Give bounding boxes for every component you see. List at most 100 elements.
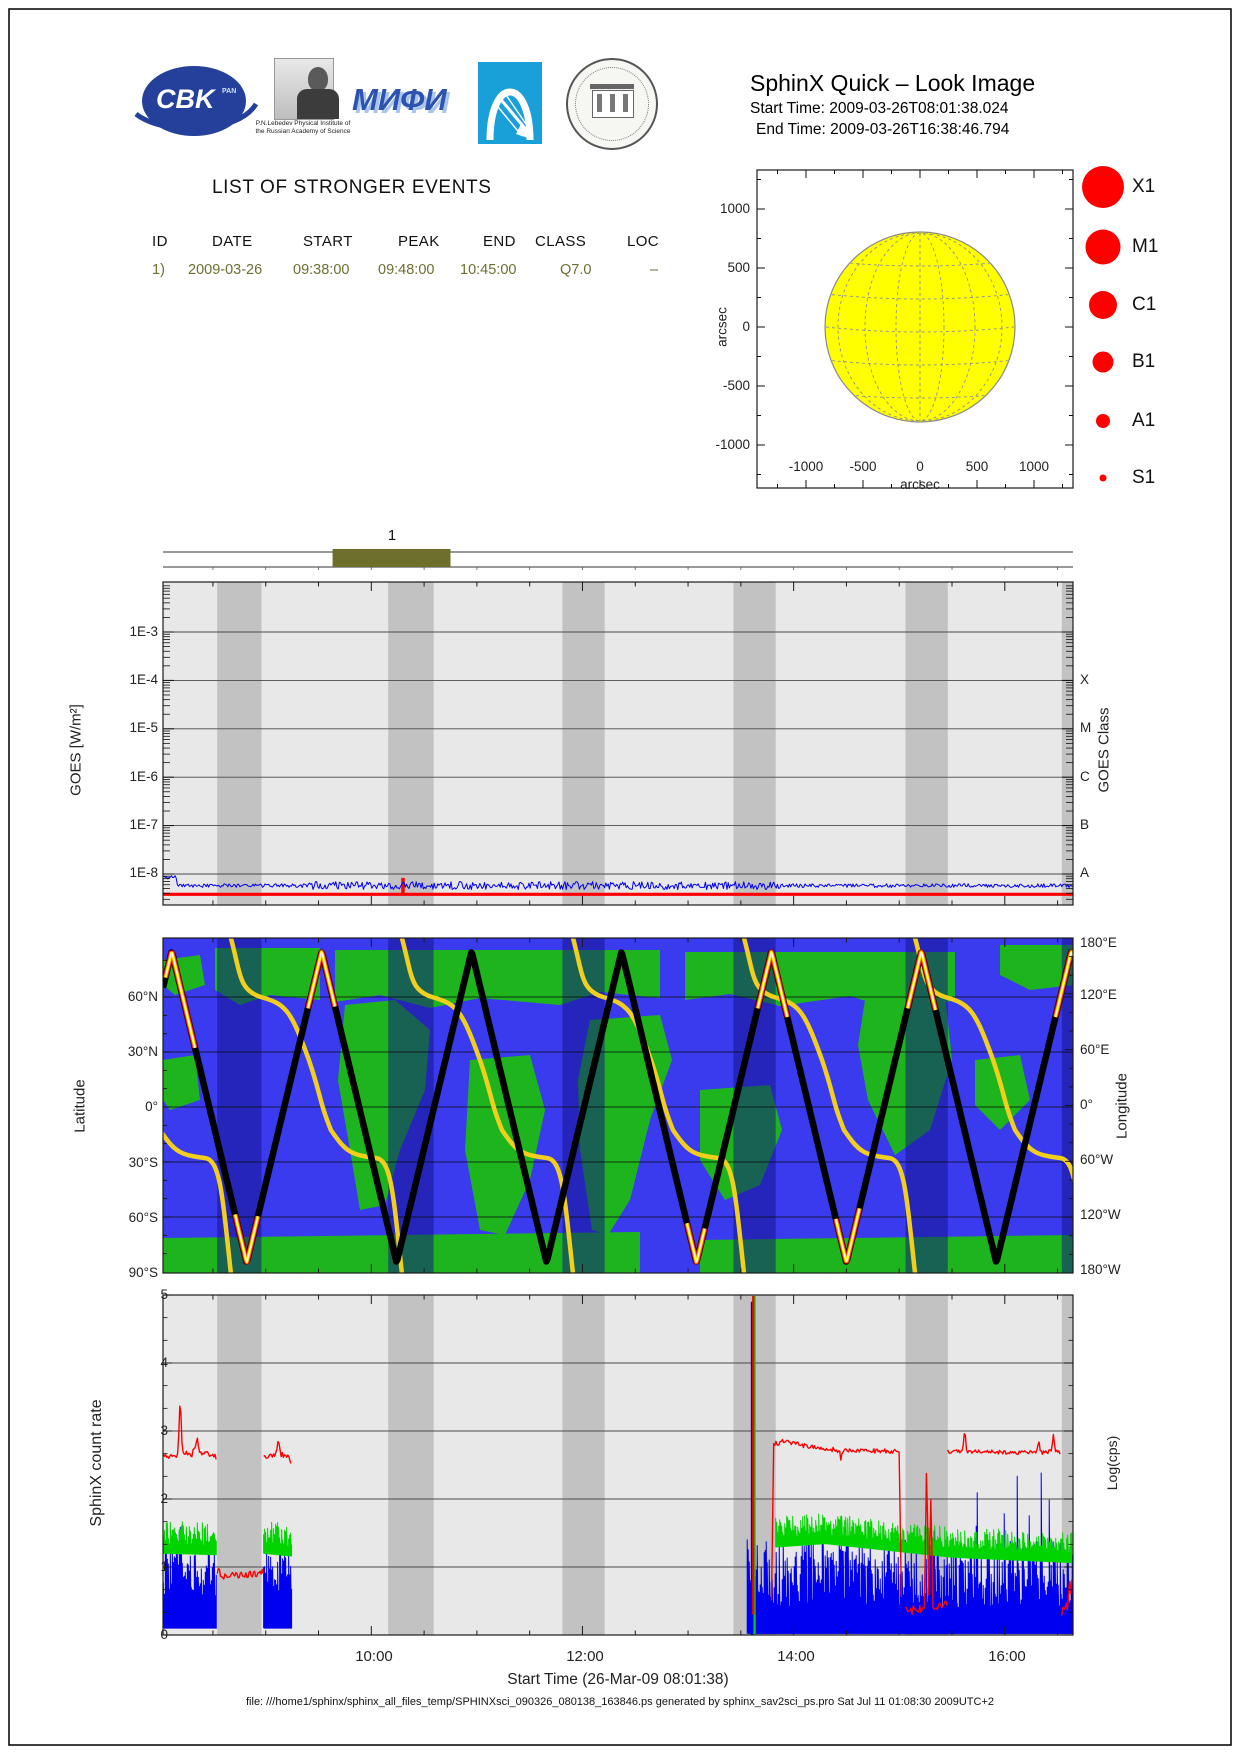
- event-strip: [163, 549, 1073, 570]
- lat-tick: 90°S: [128, 1265, 158, 1280]
- sun-xtick: -1000: [788, 459, 824, 474]
- sun-xtick: -500: [849, 459, 877, 474]
- goes-class-B: B: [1080, 817, 1090, 832]
- goes-ytick: 1E-7: [129, 817, 158, 832]
- title-block: SphinX Quick – Look Image Start Time: 20…: [750, 70, 1035, 139]
- goes-class-X: X: [1080, 672, 1090, 687]
- map-left-label: Latitude: [71, 1079, 89, 1133]
- lat-tick: 60°N: [127, 989, 158, 1004]
- col-id: ID: [152, 233, 168, 250]
- lon-tick: 180°W: [1080, 1262, 1121, 1277]
- goes-ytick: 1E-8: [129, 865, 158, 880]
- goes-class-M: M: [1080, 720, 1092, 735]
- goes-ytick: 1E-6: [129, 769, 158, 784]
- goes-class-A: A: [1080, 865, 1090, 880]
- time-tick: 12:00: [566, 1648, 604, 1665]
- mephi-text: МИФИ: [352, 82, 447, 117]
- event-row-end: 10:45:00: [460, 262, 517, 278]
- legend-X1: X1: [1132, 176, 1156, 197]
- event-row-start: 09:38:00: [293, 262, 350, 278]
- sun-ytick: 1000: [719, 201, 750, 216]
- cnt-ytick: 1: [160, 1559, 168, 1574]
- legend-M1: M1: [1132, 236, 1159, 257]
- event-row-loc: –: [650, 262, 659, 278]
- time-tick: 10:00: [355, 1648, 393, 1665]
- sun-ytick: -500: [722, 378, 750, 393]
- events-title: LIST OF STRONGER EVENTS: [212, 177, 492, 198]
- lat-tick: 60°S: [128, 1210, 158, 1225]
- seal-column: [623, 94, 628, 112]
- goes-ytick: 1E-5: [129, 720, 158, 735]
- lat-tick: 30°S: [128, 1155, 158, 1170]
- end-time: End Time: 2009-03-26T16:38:46.794: [756, 121, 1010, 138]
- sun-xtick: 0: [916, 459, 924, 474]
- lat-tick: 30°N: [127, 1044, 158, 1059]
- portrait-head: [308, 67, 328, 91]
- col-peak: PEAK: [398, 233, 440, 250]
- map-right-label: Longitude: [1113, 1073, 1131, 1139]
- cnt-ylabel: SphinX count rate: [88, 1399, 105, 1527]
- col-class: CLASS: [535, 233, 587, 250]
- legend-S1: S1: [1132, 467, 1156, 488]
- sun-xlabel: arcsec: [900, 477, 940, 492]
- arch-comet-graphic: [486, 88, 534, 141]
- goes-ylabel: GOES [W/m²]: [67, 704, 85, 796]
- university-seal: [566, 58, 658, 150]
- event-row-class: Q7.0: [560, 262, 592, 278]
- sun-xtick: 1000: [1018, 459, 1050, 474]
- cbk-text: CBK: [156, 84, 215, 114]
- seal-building-roof: [590, 84, 634, 89]
- event-row-peak: 09:48:00: [378, 262, 435, 278]
- lon-tick: 60°W: [1080, 1152, 1114, 1167]
- lebedev-caption: P.N.Lebedev Physical Institute of the Ru…: [255, 120, 351, 135]
- lon-tick: 0°: [1080, 1097, 1093, 1112]
- sun-ytick: 0: [742, 319, 750, 334]
- flare-size-legend: [1082, 166, 1124, 482]
- col-start: START: [303, 233, 353, 250]
- cnt-ytick: 2: [160, 1491, 168, 1506]
- time-axis-title: Start Time (26-Mar-09 08:01:38): [507, 1671, 729, 1688]
- start-time: Start Time: 2009-03-26T08:01:38.024: [750, 100, 1009, 117]
- lon-tick: 60°E: [1080, 1042, 1110, 1057]
- col-loc: LOC: [627, 233, 660, 250]
- sun-ylabel: arcsec: [714, 307, 730, 347]
- seal-column: [610, 94, 615, 112]
- goes-ytick: 1E-4: [129, 672, 158, 687]
- lon-tick: 120°E: [1080, 987, 1117, 1002]
- goes-class-C: C: [1080, 769, 1090, 784]
- goes-right-label: GOES Class: [1095, 707, 1113, 793]
- cbk-pan-text: PAN: [222, 88, 237, 95]
- time-tick: 14:00: [777, 1648, 815, 1665]
- lon-tick: 180°E: [1080, 935, 1117, 950]
- sun-xtick: 500: [965, 459, 989, 474]
- sun-ytick: -1000: [715, 437, 750, 452]
- mephi-logo: МИФИ: [352, 74, 470, 132]
- page-border: [8, 8, 1232, 1746]
- legend-A1: A1: [1132, 410, 1156, 431]
- legend-C1: C1: [1132, 294, 1157, 315]
- portrait-body: [297, 89, 339, 119]
- sun-plot: [756, 169, 1074, 489]
- page-title: SphinX Quick – Look Image: [750, 70, 1036, 96]
- goes-plot: [162, 581, 1074, 906]
- event-row-id: 1): [152, 262, 165, 278]
- col-end: END: [483, 233, 516, 250]
- cnt-ytick: 4: [160, 1355, 168, 1370]
- orbit-map-plot: [162, 937, 1074, 1274]
- portrait-image: [274, 58, 339, 120]
- event-bar-label: 1: [387, 527, 397, 544]
- col-date: DATE: [212, 233, 253, 250]
- lon-tick: 120°W: [1080, 1207, 1121, 1222]
- event-row-date: 2009-03-26: [188, 262, 263, 278]
- cnt-ytick: 0: [160, 1627, 168, 1642]
- lebedev-logo: P.N.Lebedev Physical Institute of the Ru…: [255, 58, 351, 146]
- cnt-ytick: 3: [160, 1423, 168, 1438]
- lat-tick: 0°: [145, 1099, 158, 1114]
- legend-B1: B1: [1132, 351, 1156, 372]
- goes-ytick: 1E-3: [129, 624, 158, 639]
- cnt-right-label: Log(cps): [1104, 1435, 1120, 1491]
- cbk-swoosh: [134, 102, 258, 132]
- seal-text-ring: [575, 67, 649, 141]
